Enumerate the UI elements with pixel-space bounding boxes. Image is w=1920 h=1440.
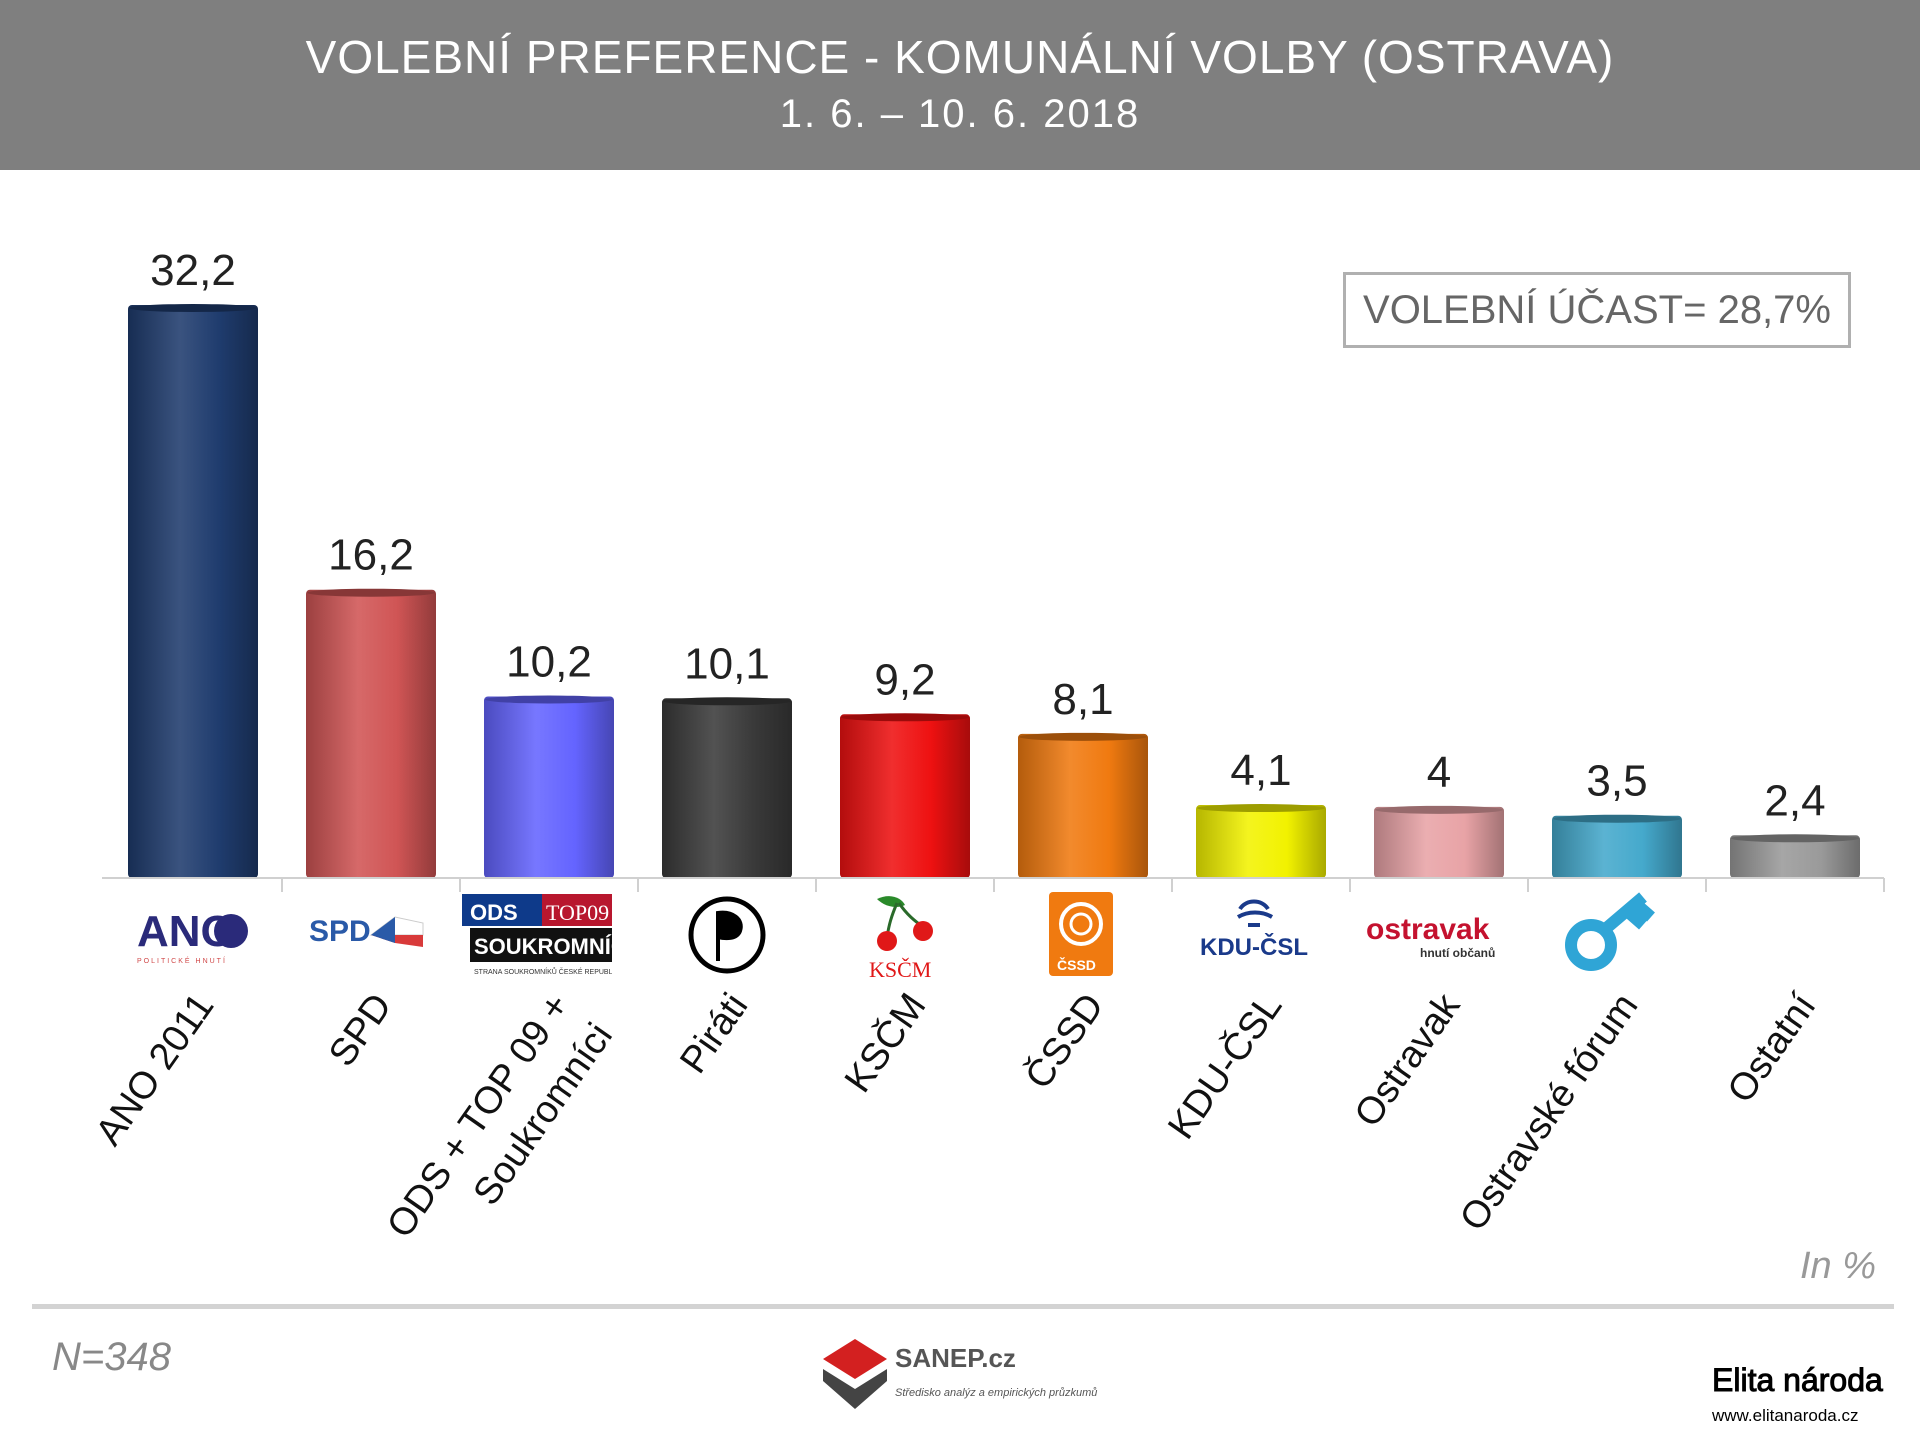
spd-logo-text: SPD — [309, 915, 371, 948]
bar-0 — [128, 305, 258, 878]
bar-3 — [662, 698, 792, 878]
ostravak-logo-text: ostravak — [1366, 913, 1490, 946]
cherries-icon: KSČM — [869, 896, 933, 982]
value-label-9: 2,4 — [1764, 776, 1825, 825]
category-label-4: KSČM — [835, 985, 934, 1100]
bar-cap-2 — [485, 695, 613, 704]
kscm-logo: KSČM — [827, 885, 977, 985]
category-label-0: ANO 2011 — [88, 986, 223, 1153]
pirati-logo — [652, 885, 802, 985]
kdu-logo-text: KDU-ČSL — [1200, 933, 1308, 961]
bar-cap-3 — [663, 697, 791, 706]
sanep-name: SANEP.cz — [895, 1343, 1016, 1373]
bar-7 — [1374, 806, 1504, 878]
footer-divider — [32, 1304, 1894, 1309]
bar-cap-8 — [1553, 814, 1681, 823]
bar-4 — [840, 714, 970, 878]
bar-9 — [1730, 835, 1860, 878]
watermark-url: www.elitanaroda.cz — [1712, 1406, 1859, 1425]
category-label-8: Ostravské fórum — [1452, 986, 1646, 1238]
chart-title: VOLEBNÍ PREFERENCE - KOMUNÁLNÍ VOLBY (OS… — [305, 31, 1615, 83]
ods-top09-soukromnici-graphic: ODS TOP09 SOUKROMNÍCI STRANA SOUKROMNÍKŮ… — [462, 894, 612, 976]
chart-subtitle: 1. 6. – 10. 6. 2018 — [779, 92, 1141, 136]
kdu-csl-logo: KDU-ČSL — [1178, 885, 1328, 985]
value-label-2: 10,2 — [506, 637, 592, 686]
bar-5 — [1018, 733, 1148, 878]
bar-cap-9 — [1731, 834, 1859, 843]
kscm-logo-text: KSČM — [869, 957, 931, 982]
top09-logo-text: TOP09 — [546, 900, 609, 925]
spd-logo: SPD — [297, 885, 447, 985]
ostravske-forum-logo — [1535, 885, 1685, 985]
bar-cap-6 — [1197, 804, 1325, 813]
value-label-6: 4,1 — [1230, 746, 1291, 795]
bar-6 — [1196, 805, 1326, 878]
category-label-5: ČSSD — [1016, 985, 1113, 1097]
sample-size-label: N=348 — [52, 1335, 171, 1379]
ods-logo-text: ODS — [470, 900, 518, 925]
bar-2 — [484, 696, 614, 878]
value-label-5: 8,1 — [1052, 675, 1113, 724]
bar-1 — [306, 589, 436, 878]
ostravak-graphic: ostravak hnutí občanů — [1366, 913, 1495, 960]
spd-logo-graphic: SPD — [309, 915, 424, 948]
category-label-1: SPD — [321, 986, 400, 1074]
sanep-shield-icon — [823, 1339, 887, 1409]
turnout-box: VOLEBNÍ ÚČAST= 28,7% — [1343, 272, 1851, 348]
soukromnici-logo-sub: STRANA SOUKROMNÍKŮ ČESKÉ REPUBLIKY — [474, 967, 612, 976]
header-bar: VOLEBNÍ PREFERENCE - KOMUNÁLNÍ VOLBY (OS… — [0, 0, 1920, 170]
ods-top09-soukromnici-logo: ODS TOP09 SOUKROMNÍCI STRANA SOUKROMNÍKŮ… — [462, 890, 612, 990]
ano-logo-sub: POLITICKÉ HNUTÍ — [137, 956, 227, 965]
bar-cap-5 — [1019, 732, 1147, 741]
cssd-logo-text: ČSSD — [1057, 956, 1096, 973]
category-label-6: KDU-ČSL — [1159, 985, 1291, 1147]
value-label-3: 10,1 — [684, 639, 770, 688]
unit-label: In % — [1800, 1245, 1877, 1287]
value-label-1: 16,2 — [328, 531, 414, 580]
value-label-7: 4 — [1427, 748, 1451, 797]
kdu-csl-graphic: KDU-ČSL — [1200, 899, 1308, 961]
sanep-tagline: Středisko analýz a empirických průzkumů — [895, 1387, 1098, 1399]
category-label-3: Piráti — [672, 986, 756, 1081]
soukromnici-logo-text: SOUKROMNÍCI — [474, 934, 612, 959]
ostravak-logo: ostravak hnutí občanů — [1358, 885, 1508, 985]
bar-cap-0 — [129, 304, 257, 312]
cssd-logo: ČSSD — [1005, 890, 1155, 990]
sanep-logo: SANEP.cz Středisko analýz a empirických … — [815, 1335, 1105, 1415]
bar-cap-7 — [1375, 805, 1503, 814]
bar-cap-1 — [307, 588, 435, 597]
value-label-4: 9,2 — [874, 655, 935, 704]
pirate-flag-icon — [688, 896, 766, 974]
value-label-0: 32,2 — [150, 246, 236, 295]
category-label-7: Ostravak — [1347, 985, 1469, 1134]
category-label-2: ODS + TOP 09 +Soukromníci — [379, 986, 621, 1275]
key-icon — [1565, 892, 1655, 971]
ostravak-logo-sub: hnutí občanů — [1420, 946, 1495, 960]
watermark-title: Elita národa — [1712, 1362, 1883, 1399]
cssd-rose-icon: ČSSD — [1049, 892, 1113, 976]
value-label-8: 3,5 — [1586, 757, 1647, 806]
category-label-9: Ostatní — [1720, 986, 1825, 1111]
ano-logo-graphic: ANO POLITICKÉ HNUTÍ — [137, 907, 248, 965]
ano-logo: ANO POLITICKÉ HNUTÍ — [119, 885, 269, 985]
bar-cap-4 — [841, 713, 969, 722]
bar-8 — [1552, 815, 1682, 878]
